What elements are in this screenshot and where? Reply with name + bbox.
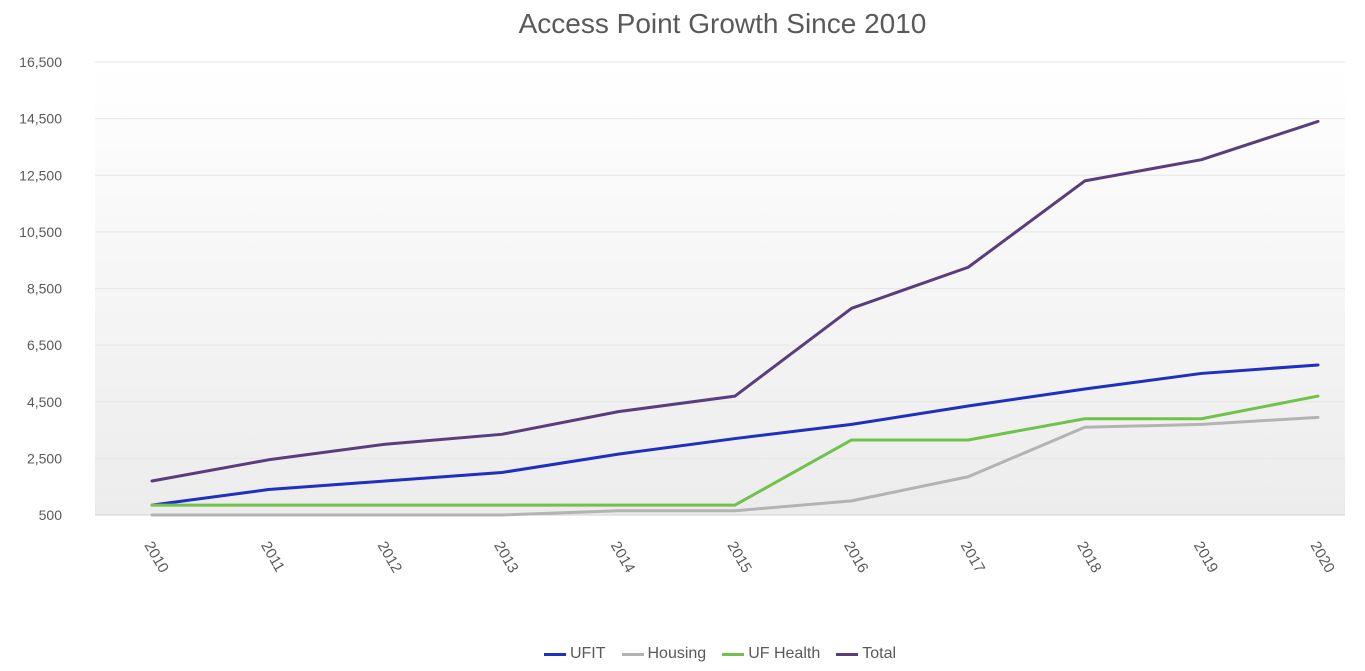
legend-label: Total xyxy=(862,645,897,662)
x-tick-label: 2012 xyxy=(374,539,405,576)
x-tick-label: 2015 xyxy=(724,539,755,576)
y-tick-label: 4,500 xyxy=(27,394,62,410)
x-tick-label: 2014 xyxy=(607,539,638,576)
x-tick-label: 2019 xyxy=(1190,539,1221,576)
x-tick-label: 2018 xyxy=(1073,539,1104,576)
legend-swatch xyxy=(543,652,566,656)
legend-label: UF Health xyxy=(748,645,821,662)
x-tick-label: 2020 xyxy=(1307,539,1338,576)
legend-item-total: Total xyxy=(836,645,896,663)
y-tick-label: 6,500 xyxy=(27,337,62,353)
y-tick-label: 2,500 xyxy=(27,450,62,466)
legend-item-ufit: UFIT xyxy=(543,645,606,663)
series-line-ufit xyxy=(150,363,1320,507)
legend-swatch xyxy=(722,652,745,656)
x-tick-label: 2013 xyxy=(490,539,521,576)
x-tick-label: 2016 xyxy=(840,539,871,576)
y-tick-label: 16,500 xyxy=(19,54,62,70)
y-tick-label: 14,500 xyxy=(19,111,62,127)
x-tick-label: 2011 xyxy=(257,539,288,575)
series-line-uf-health xyxy=(150,394,1320,507)
series-line-total xyxy=(150,119,1320,483)
legend-label: Housing xyxy=(647,645,707,662)
y-tick-label: 10,500 xyxy=(19,224,62,240)
legend-item-housing: Housing xyxy=(621,645,707,663)
y-tick-label: 500 xyxy=(39,507,63,523)
x-tick-label: 2017 xyxy=(957,539,988,576)
chart-title: Access Point Growth Since 2010 xyxy=(518,8,927,39)
legend-swatch xyxy=(836,652,859,656)
x-tick-label: 2010 xyxy=(141,539,172,576)
series-line-housing xyxy=(150,415,1320,517)
y-tick-label: 8,500 xyxy=(27,281,62,297)
legend-swatch xyxy=(621,652,644,656)
y-tick-label: 12,500 xyxy=(19,167,62,183)
chart-legend: UFIT Housing UF Health Total xyxy=(0,645,1365,663)
legend-label: UFIT xyxy=(569,645,606,662)
legend-item-uf-health: UF Health xyxy=(722,645,820,663)
